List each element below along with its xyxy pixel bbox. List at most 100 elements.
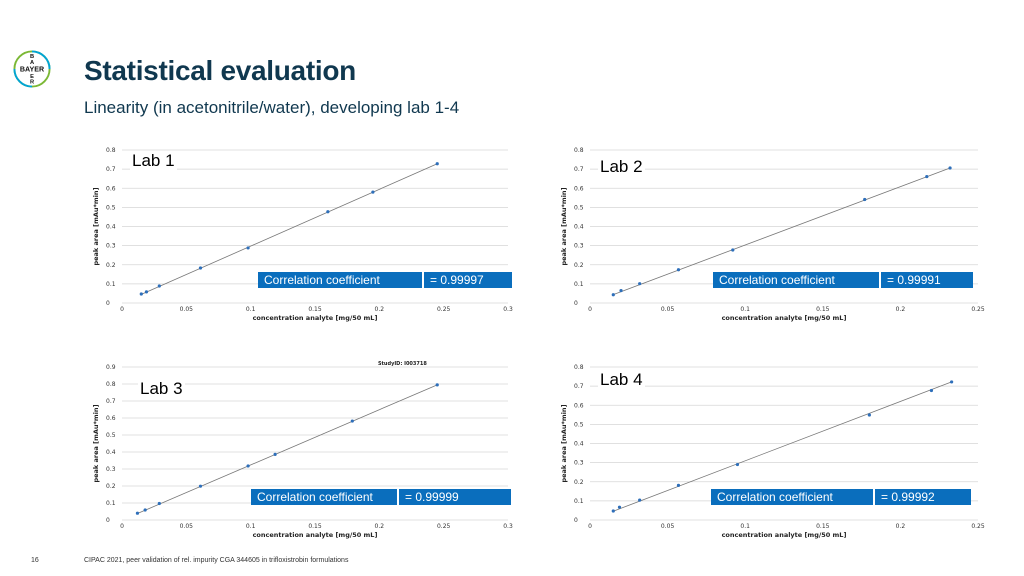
y-tick-label: 0.4 — [106, 449, 116, 456]
correlation-label: Correlation coefficient — [713, 272, 881, 288]
correlation-label: Correlation coefficient — [258, 272, 424, 288]
svg-text:BAYER: BAYER — [20, 65, 44, 73]
y-tick-label: 0.5 — [574, 421, 584, 428]
data-point — [619, 288, 623, 293]
data-point — [638, 498, 642, 502]
y-tick-label: 0.2 — [106, 262, 116, 269]
y-tick-label: 0.1 — [574, 498, 584, 505]
x-tick-label: 0.05 — [661, 523, 675, 530]
y-tick-label: 0.7 — [106, 166, 116, 173]
data-point — [139, 292, 143, 296]
data-point — [676, 483, 681, 487]
y-tick-label: 0.2 — [574, 262, 584, 269]
chart-lab1: 0 0.1 0.2 0.3 0.4 0.5 0.6 0.7 0.8 0 0.05 0.1 0.15 0.2… — [92, 147, 513, 322]
x-axis-label: concentration analyte [mg/50 mL] — [722, 314, 847, 322]
lab-label: Lab 3 — [138, 379, 185, 399]
y-tick-label: 0.4 — [574, 441, 584, 448]
data-point — [617, 505, 622, 509]
lab-label: Lab 4 — [598, 370, 645, 390]
bayer-logo: BAYER B A E R — [13, 50, 51, 88]
x-tick-label: 0.05 — [661, 306, 675, 313]
y-tick-label: 0.3 — [574, 460, 584, 467]
data-point — [198, 484, 203, 488]
data-point — [435, 162, 439, 166]
x-tick-label: 0.25 — [437, 306, 451, 313]
page-number: 16 — [31, 557, 39, 564]
trend-line — [613, 381, 952, 512]
chart-panel-lab3: 0 0.1 0.2 0.3 0.4 0.5 0.6 0.7 0.8 0.9 0 0.05 0.1 0.15… — [90, 358, 518, 544]
y-tick-label: 0 — [106, 517, 110, 524]
correlation-box: Correlation coefficient = 0.99992 — [711, 489, 971, 505]
y-tick-label: 0.2 — [574, 479, 584, 486]
x-tick-label: 0.1 — [246, 523, 256, 530]
y-tick-label: 0.1 — [106, 500, 116, 507]
data-point — [326, 210, 330, 214]
x-tick-label: 0.3 — [503, 306, 513, 313]
y-tick-label: 0.7 — [574, 383, 584, 390]
lab-label: Lab 2 — [598, 157, 645, 177]
x-tick-label: 0.15 — [308, 523, 322, 530]
correlation-value: = 0.99999 — [399, 489, 511, 505]
data-point — [135, 511, 140, 515]
x-tick-label: 0.15 — [816, 306, 830, 313]
x-tick-label: 0.05 — [180, 306, 194, 313]
y-tick-label: 0.6 — [574, 402, 584, 409]
data-point — [246, 246, 250, 250]
correlation-box: Correlation coefficient = 0.99997 — [258, 272, 512, 288]
y-tick-label: 0.4 — [574, 224, 584, 231]
data-point — [144, 290, 149, 294]
y-tick-label: 0.1 — [106, 281, 116, 288]
page-title: Statistical evaluation — [84, 55, 356, 86]
data-point — [863, 197, 867, 202]
chart-panel-lab1: 0 0.1 0.2 0.3 0.4 0.5 0.6 0.7 0.8 0 0.05 0.1 0.15 0.2… — [90, 141, 518, 327]
footer-text: CIPAC 2021, peer validation of rel. impu… — [84, 557, 349, 564]
y-tick-label: 0.8 — [574, 147, 584, 154]
correlation-label: Correlation coefficient — [251, 489, 399, 505]
y-tick-label: 0.8 — [106, 381, 116, 388]
x-tick-label: 0.15 — [308, 306, 322, 313]
data-point — [198, 266, 203, 270]
correlation-value: = 0.99991 — [881, 272, 973, 288]
y-axis-label: peak area [mAu*min] — [560, 187, 568, 265]
y-tick-label: 0.5 — [574, 204, 584, 211]
y-tick-label: 0.3 — [106, 466, 116, 473]
y-tick-label: 0.5 — [106, 204, 116, 211]
x-tick-label: 0.25 — [437, 523, 451, 530]
y-axis-label: peak area [mAu*min] — [92, 187, 100, 265]
y-tick-label: 0.6 — [106, 185, 116, 192]
correlation-value: = 0.99992 — [875, 489, 971, 505]
trend-line — [141, 163, 438, 295]
y-tick-label: 0 — [106, 300, 110, 307]
data-point — [143, 508, 147, 512]
trend-line — [613, 167, 951, 295]
x-axis-label: concentration analyte [mg/50 mL] — [722, 531, 847, 539]
data-point — [731, 248, 735, 252]
y-tick-label: 0 — [574, 300, 578, 307]
data-point — [435, 383, 439, 387]
data-point — [157, 501, 161, 506]
x-axis-label: concentration analyte [mg/50 mL] — [253, 314, 378, 322]
y-tick-label: 0.8 — [106, 147, 116, 154]
data-point — [929, 388, 934, 393]
x-tick-label: 0.1 — [740, 306, 750, 313]
x-tick-label: 0.3 — [503, 523, 513, 530]
correlation-value: = 0.99997 — [424, 272, 512, 288]
data-point — [611, 293, 615, 297]
y-tick-label: 0.6 — [574, 185, 584, 192]
lab-label: Lab 1 — [130, 151, 177, 171]
y-tick-label: 0.9 — [106, 364, 116, 371]
study-id-note: StudyID: I003718 — [378, 361, 427, 367]
data-point — [676, 268, 681, 272]
trend-line — [137, 384, 438, 514]
svg-text:B: B — [30, 54, 34, 60]
x-tick-label: 0 — [120, 523, 124, 530]
svg-text:R: R — [30, 80, 34, 86]
data-point — [735, 462, 740, 467]
y-tick-label: 0 — [574, 517, 578, 524]
x-tick-label: 0.15 — [816, 523, 830, 530]
data-point — [371, 190, 375, 194]
x-tick-label: 0 — [120, 306, 124, 313]
y-tick-label: 0.2 — [106, 483, 116, 490]
x-tick-label: 0.25 — [971, 523, 985, 530]
x-axis-label: concentration analyte [mg/50 mL] — [253, 531, 378, 539]
